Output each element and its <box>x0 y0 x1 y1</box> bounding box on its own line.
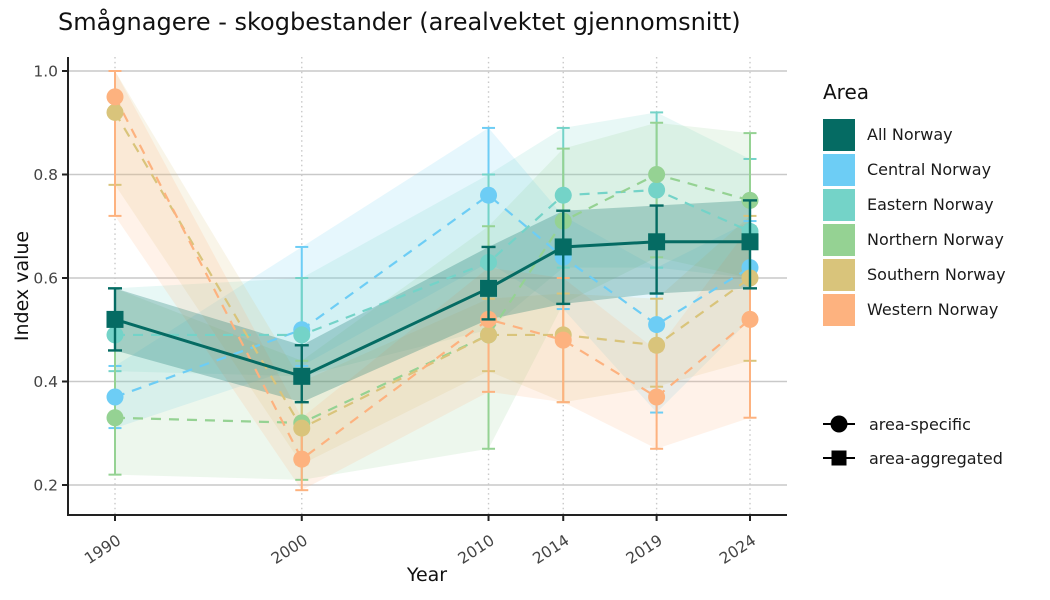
line-southern-norway <box>114 111 751 430</box>
legend-item-central-norway: Central Norway <box>823 152 1006 187</box>
point-eastern-norway <box>648 181 666 199</box>
legend-item-label: area-specific <box>869 414 971 434</box>
legend-item-label: Northern Norway <box>867 230 1004 249</box>
legend-item-western-norway: Western Norway <box>823 292 1006 327</box>
ribbon-all-norway <box>115 200 750 403</box>
point-southern-norway <box>106 103 124 121</box>
ribbon-eastern-norway <box>115 112 750 377</box>
point-northern-norway <box>648 166 666 183</box>
confidence-ribbons <box>115 71 750 491</box>
point-all-norway <box>554 238 572 256</box>
line-central-norway <box>114 193 751 399</box>
plot-panel: 0.2 0.4 0.6 0.8 1.0 1990 2000 2010 2014 2019 2024 <box>33 57 787 568</box>
legend-swatch <box>823 223 855 256</box>
point-western-norway <box>293 450 311 468</box>
line-eastern-norway <box>115 188 751 337</box>
point-all-norway <box>293 367 311 385</box>
error-bar-all-norway <box>556 209 571 306</box>
legend-swatch <box>823 293 855 326</box>
point-southern-norway <box>648 336 666 354</box>
y-tick-label: 1.0 <box>33 63 58 81</box>
x-tick-label: 2010 <box>455 531 498 568</box>
legend-item-label: Central Norway <box>867 160 992 179</box>
legend-swatch <box>823 118 855 151</box>
ribbon-northern-norway <box>115 122 750 480</box>
legend-item-all-norway: All Norway <box>823 117 1006 152</box>
point-southern-norway <box>480 326 498 344</box>
y-tick-label: 0.4 <box>33 373 58 391</box>
legend-item-southern-norway: Southern Norway <box>823 257 1006 292</box>
point-eastern-norway <box>554 186 572 204</box>
point-central-norway <box>480 186 498 204</box>
legend: Area All Norway Central Norway Eastern Nor… <box>823 80 1006 475</box>
point-southern-norway <box>293 419 311 437</box>
legend-swatch <box>823 153 855 186</box>
x-axis-title: Year <box>406 564 448 586</box>
legend-item-northern-norway: Northern Norway <box>823 222 1006 257</box>
y-tick-label: 0.8 <box>33 166 58 184</box>
x-tick-label: 2024 <box>716 531 759 568</box>
y-axis-title: Index value <box>11 230 33 342</box>
legend-item-area-aggregated: area-aggregated <box>823 441 1006 475</box>
point-eastern-norway <box>293 326 311 344</box>
y-tick-label: 0.2 <box>33 477 58 495</box>
legend-title: Area <box>823 80 870 104</box>
legend-shapes: area-specific area-aggregated <box>823 407 1006 475</box>
legend-item-label: Western Norway <box>867 300 999 319</box>
point-all-norway <box>741 233 759 251</box>
legend-swatch <box>823 188 855 221</box>
legend-item-area-specific: area-specific <box>823 407 1006 441</box>
chart-title: Smågnagere - skogbestander (arealvektet … <box>58 8 741 36</box>
gridlines <box>68 57 787 515</box>
legend-item-label: All Norway <box>867 125 953 144</box>
legend-item-label: Eastern Norway <box>867 195 994 214</box>
point-western-norway <box>741 310 759 328</box>
square-key-icon <box>823 450 855 466</box>
ribbon-southern-norway <box>115 71 750 465</box>
line-northern-norway <box>114 173 751 425</box>
legend-item-label: area-aggregated <box>869 448 1003 468</box>
y-tick-label: 0.6 <box>33 270 58 288</box>
legend-swatch <box>823 258 855 291</box>
point-all-norway <box>480 279 498 297</box>
series-all-norway <box>106 199 759 404</box>
legend-areas: All Norway Central Norway Eastern Norway No… <box>823 117 1006 327</box>
point-western-norway <box>554 331 572 349</box>
legend-item-label: Southern Norway <box>867 265 1006 284</box>
x-tick-label: 1990 <box>81 531 124 568</box>
ribbon-western-norway <box>115 71 750 491</box>
x-tick-label: 2000 <box>268 531 311 568</box>
x-tick-label: 2014 <box>530 531 573 568</box>
circle-key-icon <box>823 415 855 433</box>
point-western-norway <box>648 388 666 406</box>
x-tick-label: 2019 <box>623 531 666 568</box>
point-northern-norway <box>106 409 124 427</box>
series-lines <box>114 96 751 461</box>
line-western-norway <box>114 96 751 461</box>
line-all-norway <box>114 240 750 378</box>
point-central-norway <box>106 388 124 406</box>
legend-item-eastern-norway: Eastern Norway <box>823 187 1006 222</box>
ribbon-central-norway <box>115 127 750 429</box>
point-central-norway <box>648 316 666 334</box>
point-western-norway <box>106 88 124 106</box>
point-all-norway <box>648 233 666 251</box>
point-all-norway <box>106 310 124 328</box>
